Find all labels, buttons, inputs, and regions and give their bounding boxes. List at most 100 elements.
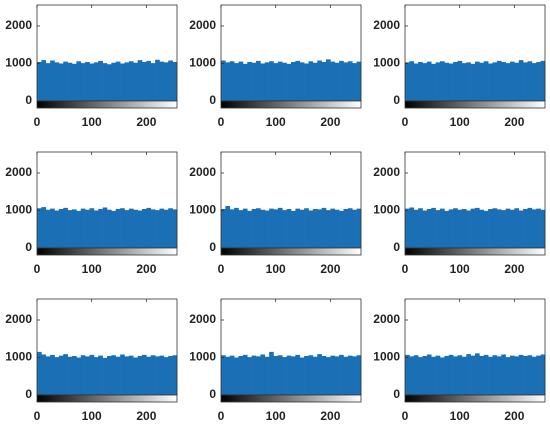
histogram-bar (312, 209, 318, 248)
histogram-bar (58, 355, 64, 395)
histogram-bar (531, 356, 537, 395)
histogram-bar (93, 357, 99, 395)
histogram-bar (501, 354, 506, 395)
histogram-bar (483, 61, 489, 101)
histogram-bar (453, 208, 458, 248)
histogram-bar (312, 62, 318, 101)
histogram-bar (238, 356, 244, 395)
histogram-bar (518, 60, 524, 101)
histogram-bar (120, 63, 125, 101)
histogram-bar (527, 207, 533, 248)
y-tick-label: 0 (25, 93, 32, 107)
y-tick-label: 2000 (5, 312, 32, 326)
histogram-bar (98, 209, 103, 248)
histogram-bar (413, 209, 419, 248)
histogram-bar (523, 356, 528, 395)
histogram-bar (440, 357, 445, 395)
histogram-bar (426, 354, 432, 395)
histogram-bar (80, 355, 86, 395)
histogram-bar (422, 210, 428, 248)
histogram-bar (435, 62, 441, 101)
histogram-bar (63, 354, 68, 395)
histogram-bar (98, 60, 103, 101)
histogram-bar (168, 208, 173, 248)
histogram-bar (229, 61, 235, 101)
histogram-bar (308, 210, 314, 248)
histogram-bar (102, 63, 108, 101)
x-tick-label: 200 (504, 409, 524, 423)
histogram-bar (256, 208, 261, 248)
x-tick-label: 100 (266, 115, 286, 129)
histogram-bar (107, 64, 112, 101)
histogram-bar (405, 208, 410, 248)
histogram-bar (260, 354, 266, 395)
histogram-bar (418, 357, 423, 395)
histogram-bar (339, 210, 344, 248)
histogram-bar (304, 208, 309, 248)
histogram-bar (352, 209, 357, 248)
histogram-bar (137, 210, 143, 248)
histogram-bar (37, 62, 42, 101)
histogram-bar (277, 61, 283, 101)
histogram-bar (343, 209, 349, 248)
histogram-bar (133, 209, 138, 248)
colorbar (220, 394, 362, 403)
histogram-bar (72, 356, 77, 395)
y-tick-label: 2000 (5, 165, 32, 179)
histogram-bar (137, 60, 143, 101)
histogram-bar (514, 62, 520, 101)
histogram-bar (67, 356, 73, 395)
y-tick-label: 2000 (373, 312, 400, 326)
x-tick-label: 200 (504, 262, 524, 276)
histogram-bar (260, 209, 266, 248)
histogram-bar (422, 63, 428, 101)
y-tick-label: 0 (393, 240, 400, 254)
histogram-bar (102, 357, 108, 395)
histogram-bar (286, 355, 292, 395)
histogram-bar (466, 62, 471, 101)
histogram-bar (238, 210, 244, 248)
y-tick-label: 2000 (189, 165, 216, 179)
histogram-bar (137, 356, 143, 395)
histogram-bar (172, 355, 178, 395)
histogram-bar (247, 62, 252, 101)
histogram-bar (352, 356, 357, 395)
histogram-bar (111, 210, 117, 248)
histogram-bar (277, 207, 283, 248)
histogram-bar (431, 207, 436, 248)
histogram-bar (505, 357, 511, 395)
histogram-bar (67, 62, 73, 101)
histogram-bar (461, 209, 467, 248)
histogram-bar (150, 63, 156, 101)
histogram-bar (339, 60, 344, 101)
histogram-bar (326, 210, 331, 248)
colorbar (220, 100, 362, 109)
colorbar (36, 100, 178, 109)
histogram-bar (80, 208, 86, 248)
histogram-bar (89, 208, 95, 248)
histogram-bar (238, 61, 244, 101)
histogram-bar (321, 207, 327, 248)
histogram-bar (510, 61, 515, 101)
histogram-bar (409, 61, 415, 101)
histogram-bar (128, 208, 134, 248)
histogram-bar (63, 207, 68, 248)
histogram-bar (475, 61, 480, 101)
histogram-bar (291, 356, 296, 395)
histogram-bar (308, 61, 314, 101)
histogram-bar (120, 208, 125, 248)
histogram-bar (496, 209, 502, 248)
histogram-bar (501, 210, 506, 248)
histogram-bar (326, 59, 331, 101)
histogram-bar (93, 210, 99, 248)
histogram-bar (256, 356, 261, 395)
histogram-bar (339, 354, 344, 395)
histogram-bar (260, 63, 266, 101)
histogram-bar (277, 355, 283, 395)
histogram-bar (221, 60, 226, 101)
histogram-bar (234, 207, 239, 248)
histogram-bar (448, 354, 454, 395)
histogram-bar (102, 207, 108, 248)
histogram-bar (409, 356, 415, 395)
histogram-bar (356, 355, 362, 395)
